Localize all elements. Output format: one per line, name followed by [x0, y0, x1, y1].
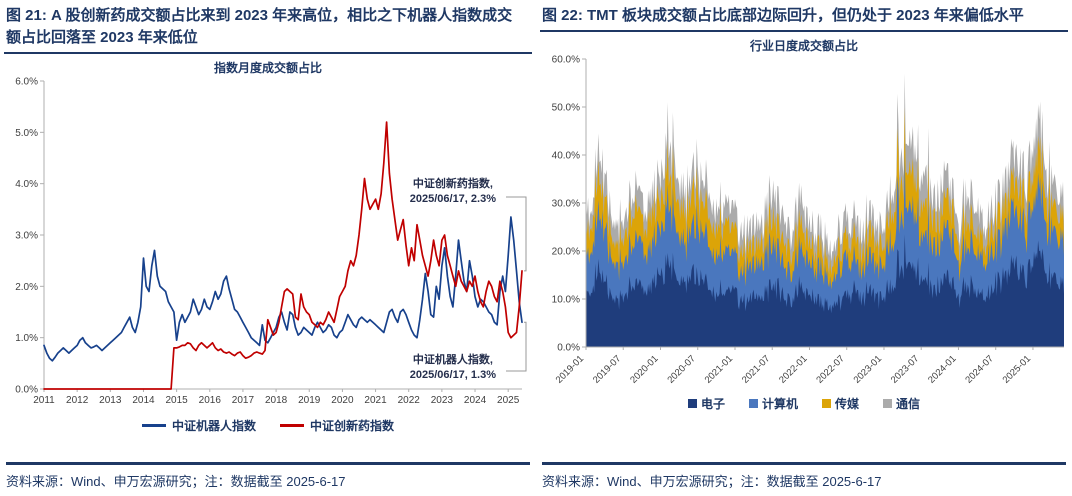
- annotation-line: 中证创新药指数,: [412, 178, 493, 190]
- svg-text:2021: 2021: [364, 395, 387, 406]
- svg-text:2019-07: 2019-07: [591, 353, 623, 385]
- svg-text:50.0%: 50.0%: [552, 103, 580, 114]
- legend-label: 通信: [896, 396, 921, 411]
- legend-swatch: [883, 398, 893, 408]
- annotation-line: 中证机器人指数,: [412, 354, 493, 366]
- svg-text:2024-01: 2024-01: [926, 353, 958, 385]
- svg-text:2016: 2016: [199, 395, 222, 406]
- divider-bar: [542, 462, 1066, 465]
- fig22-source-note: 资料来源：Wind、申万宏源研究；注：数据截至 2025-6-17: [542, 474, 882, 489]
- legend-label: 中证创新药指数: [310, 418, 395, 433]
- svg-text:2012: 2012: [66, 395, 89, 406]
- annotation-robot: 中证机器人指数, 2025/06/17, 1.3%: [410, 353, 496, 383]
- svg-text:2022-01: 2022-01: [777, 353, 809, 385]
- annotation-line: 2025/06/17, 1.3%: [409, 369, 496, 381]
- svg-text:2024: 2024: [464, 395, 487, 406]
- legend-item-传媒: 传媒: [822, 395, 859, 412]
- legend-label: 传媒: [835, 396, 860, 411]
- legend-swatch: [687, 398, 697, 408]
- svg-text:60.0%: 60.0%: [552, 55, 580, 66]
- industry-daily-turnover-share-area-chart: 0.0% 10.0% 20.0% 30.0% 40.0% 50.0% 60.0% 2019-0…: [552, 55, 1064, 386]
- svg-text:2013: 2013: [99, 395, 122, 406]
- svg-text:10.0%: 10.0%: [552, 295, 580, 306]
- legend-item-计算机: 计算机: [748, 395, 798, 412]
- fig21-chart-title: 指数月度成交额占比: [213, 61, 322, 75]
- svg-text:2021-01: 2021-01: [703, 353, 735, 385]
- svg-text:2025-01: 2025-01: [1001, 353, 1033, 385]
- fig22-chart-area: 0.0% 10.0% 20.0% 30.0% 40.0% 50.0% 60.0% 2019-0…: [540, 53, 1068, 393]
- svg-text:0.0%: 0.0%: [15, 385, 38, 396]
- svg-text:2023: 2023: [431, 395, 454, 406]
- legend-item-通信: 通信: [883, 395, 920, 412]
- svg-text:2014: 2014: [132, 395, 155, 406]
- fig21-source: 资料来源：Wind、申万宏源研究；注：数据截至 2025-6-17: [4, 462, 532, 496]
- legend-label: 中证机器人指数: [171, 418, 256, 433]
- svg-text:30.0%: 30.0%: [552, 199, 580, 210]
- svg-text:40.0%: 40.0%: [552, 151, 580, 162]
- svg-text:4.0%: 4.0%: [15, 179, 38, 190]
- svg-text:6.0%: 6.0%: [15, 77, 38, 88]
- legend-item-中证创新药指数: 中证创新药指数: [280, 417, 394, 434]
- svg-text:2022-07: 2022-07: [814, 353, 846, 385]
- panel-fig21: 图 21: A 股创新药成交额占比来到 2023 年来高位，相比之下机器人指数成…: [4, 0, 532, 496]
- svg-text:2020-07: 2020-07: [665, 353, 697, 385]
- svg-text:5.0%: 5.0%: [15, 128, 38, 139]
- fig22-legend: 电子 计算机 传媒 通信: [540, 393, 1068, 413]
- fig22-chart-title: 行业日度成交额占比: [749, 39, 858, 53]
- legend-swatch: [748, 398, 758, 408]
- fig22-source: 资料来源：Wind、申万宏源研究；注：数据截至 2025-6-17: [540, 462, 1068, 496]
- fig21-title: 图 21: A 股创新药成交额占比来到 2023 年来高位，相比之下机器人指数成…: [4, 0, 532, 54]
- svg-text:2022: 2022: [398, 395, 421, 406]
- annotation-line: 2025/06/17, 2.3%: [409, 193, 496, 205]
- divider-bar: [6, 462, 530, 465]
- legend-label: 电子: [700, 396, 725, 411]
- legend-label: 计算机: [761, 396, 798, 411]
- legend-swatch: [280, 423, 304, 427]
- panel-fig22: 图 22: TMT 板块成交额占比底部边际回升，但仍处于 2023 年来偏低水平…: [536, 0, 1072, 496]
- fig21-chart-area: 0.0% 1.0% 2.0% 3.0% 4.0% 5.0% 6.0% 2011 2012 2013…: [4, 75, 532, 415]
- svg-text:2019-01: 2019-01: [554, 353, 586, 385]
- svg-text:0.0%: 0.0%: [557, 343, 580, 354]
- svg-text:2017: 2017: [232, 395, 255, 406]
- svg-text:2019: 2019: [298, 395, 321, 406]
- fig21-legend: 中证机器人指数 中证创新药指数: [4, 415, 532, 435]
- svg-text:2015: 2015: [165, 395, 188, 406]
- legend-swatch: [141, 423, 166, 427]
- legend-item-电子: 电子: [687, 395, 725, 412]
- svg-text:2023-07: 2023-07: [889, 353, 921, 385]
- legend-swatch: [822, 398, 831, 408]
- fig21-source-note: 资料来源：Wind、申万宏源研究；注：数据截至 2025-6-17: [6, 474, 346, 489]
- monthly-turnover-share-line-chart: 0.0% 1.0% 2.0% 3.0% 4.0% 5.0% 6.0% 2011 2012 2013…: [15, 77, 527, 406]
- svg-text:2023-01: 2023-01: [852, 353, 884, 385]
- legend-item-中证机器人指数: 中证机器人指数: [141, 417, 256, 434]
- svg-text:2024-07: 2024-07: [963, 353, 995, 385]
- svg-text:2020-01: 2020-01: [628, 353, 660, 385]
- svg-text:3.0%: 3.0%: [15, 231, 38, 242]
- svg-text:2020: 2020: [331, 395, 354, 406]
- svg-text:2011: 2011: [33, 395, 55, 406]
- svg-text:1.0%: 1.0%: [15, 333, 38, 344]
- fig22-title: 图 22: TMT 板块成交额占比底部边际回升，但仍处于 2023 年来偏低水平: [540, 0, 1068, 32]
- svg-text:2021-07: 2021-07: [740, 353, 772, 385]
- svg-text:2.0%: 2.0%: [15, 282, 38, 293]
- svg-text:2025: 2025: [497, 395, 520, 406]
- svg-text:2018: 2018: [265, 395, 288, 406]
- svg-text:20.0%: 20.0%: [552, 247, 580, 258]
- annotation-innovative-drug: 中证创新药指数, 2025/06/17, 2.3%: [410, 177, 496, 207]
